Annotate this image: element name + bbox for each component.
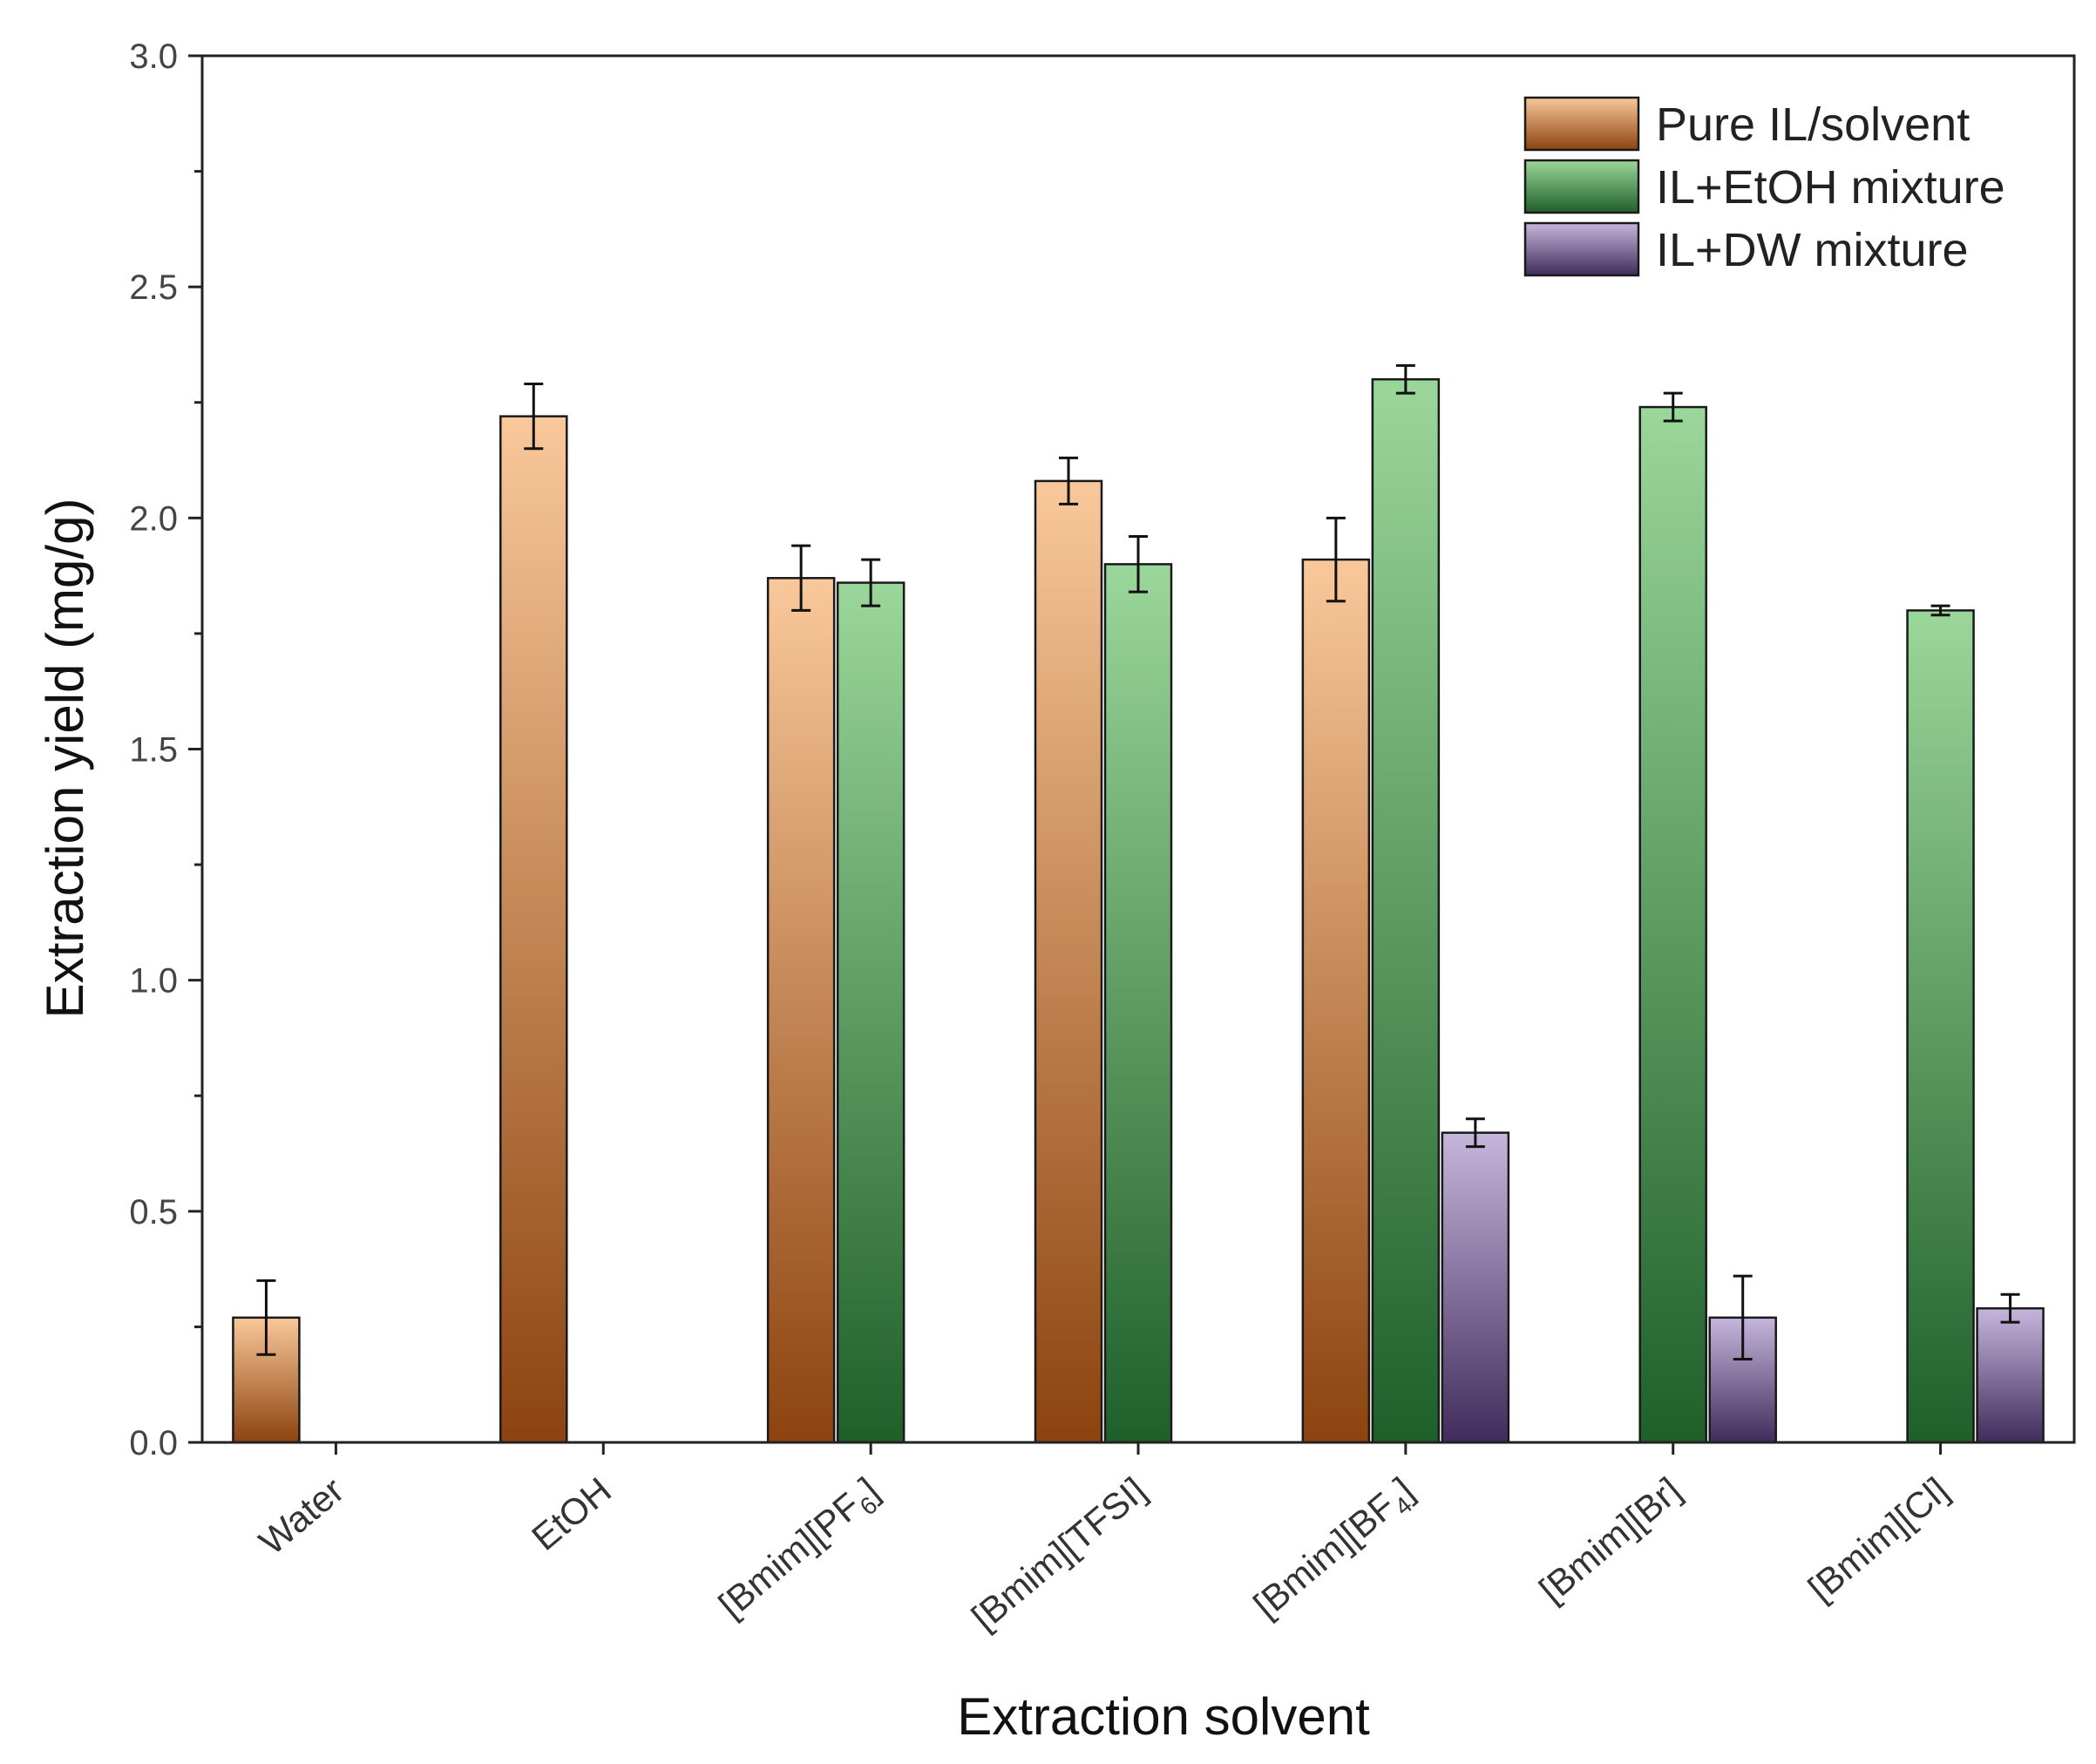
x-tick-label: [Bmim][Br]: [1531, 1469, 1688, 1611]
y-tick-label: 0.5: [129, 1193, 178, 1231]
error-bar-pure-1: [524, 383, 544, 451]
x-tick-label: [Bmim][BF4]: [1245, 1469, 1425, 1631]
y-tick-label: 0.0: [129, 1424, 178, 1462]
error-bar-pure-2: [791, 544, 811, 612]
x-tick-label: [Bmim][TFSI]: [964, 1469, 1154, 1638]
legend-swatch-dw: [1523, 221, 1640, 277]
legend-label-dw: IL+DW mixture: [1656, 224, 1969, 276]
error-bar-pure-0: [256, 1279, 276, 1356]
legend-item-etoh: IL+EtOH mixture: [1523, 159, 2005, 214]
bar-dw-6: [1976, 1306, 2045, 1444]
y-tick-label: 1.0: [129, 962, 178, 1001]
error-bar-etoh-4: [1395, 363, 1415, 395]
x-axis-title: Extraction solvent: [957, 1687, 1370, 1746]
bar-pure-2: [766, 577, 836, 1444]
legend-swatch-pure: [1523, 96, 1640, 152]
legend-swatch-etoh: [1523, 159, 1640, 214]
legend-item-dw: IL+DW mixture: [1523, 221, 1969, 277]
y-axis-title: Extraction yield (mg/g): [36, 499, 94, 1019]
x-tick-label: [Bmim][PF6]: [711, 1469, 891, 1631]
error-bar-dw-4: [1465, 1117, 1485, 1149]
error-bar-dw-6: [2000, 1292, 2020, 1324]
error-bar-pure-4: [1326, 516, 1346, 603]
y-tick-label: 3.0: [129, 37, 178, 76]
y-tick-label: 2.5: [129, 268, 178, 307]
bar-pure-4: [1301, 558, 1371, 1444]
bars-layer: [232, 363, 2045, 1444]
bar-pure-3: [1034, 479, 1103, 1444]
bar-pure-1: [499, 415, 568, 1444]
bar-etoh-5: [1638, 405, 1707, 1444]
y-tick-label: 2.0: [129, 499, 178, 538]
error-bar-etoh-6: [1930, 604, 1950, 617]
error-bar-etoh-2: [861, 558, 881, 607]
error-bar-dw-5: [1733, 1274, 1753, 1361]
y-tick-label: 1.5: [129, 731, 178, 770]
bar-dw-4: [1441, 1131, 1510, 1444]
bar-etoh-4: [1371, 377, 1441, 1444]
error-bar-etoh-5: [1663, 391, 1683, 423]
legend: Pure IL/solvent IL+EtOH mixture IL+DW mixt…: [1523, 96, 2005, 277]
legend-label-pure: Pure IL/solvent: [1656, 98, 1970, 151]
x-tick-label: Water: [251, 1469, 351, 1563]
bar-etoh-2: [836, 581, 906, 1444]
x-tick-label: EtOH: [524, 1469, 619, 1558]
bar-etoh-6: [1906, 609, 1975, 1444]
bar-etoh-3: [1103, 563, 1173, 1444]
error-bar-etoh-3: [1129, 535, 1148, 594]
legend-label-etoh: IL+EtOH mixture: [1656, 161, 2005, 214]
legend-item-pure: Pure IL/solvent: [1523, 96, 1970, 152]
x-tick-label: [Bmim][Cl]: [1801, 1469, 1957, 1609]
error-bar-pure-3: [1059, 456, 1078, 505]
